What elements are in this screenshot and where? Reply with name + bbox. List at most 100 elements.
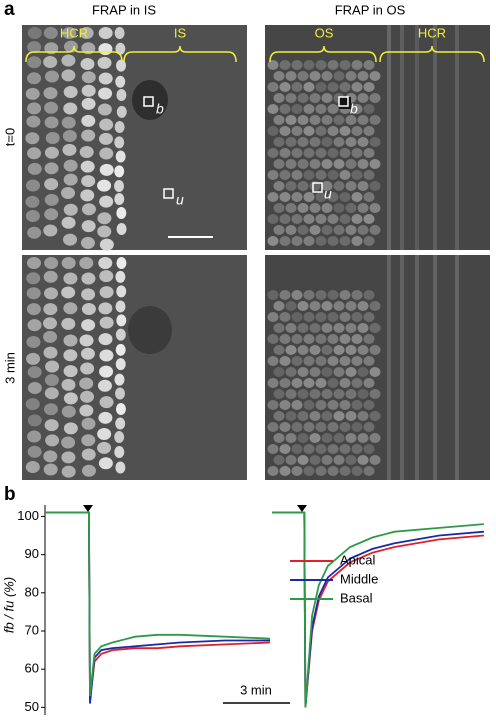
cell [116, 257, 127, 269]
cell [345, 203, 357, 213]
cell [345, 367, 357, 377]
cell [116, 206, 127, 219]
cell [345, 323, 357, 333]
cell [45, 131, 60, 144]
cell [80, 236, 95, 249]
bleach-marker [83, 505, 93, 512]
cell [267, 334, 279, 344]
cell [62, 143, 77, 156]
cell [351, 148, 363, 158]
cell [333, 71, 345, 81]
cell [357, 345, 369, 355]
bleach-spot [128, 306, 172, 354]
cell [273, 345, 285, 355]
cell [80, 390, 95, 403]
cell [297, 181, 309, 191]
cell [291, 466, 303, 476]
cell [297, 115, 309, 125]
cell [43, 403, 58, 416]
cell [291, 290, 303, 300]
cell [303, 290, 315, 300]
cell [279, 466, 291, 476]
cell [45, 434, 60, 447]
cell [327, 192, 339, 202]
cell [333, 455, 345, 465]
cell [267, 148, 279, 158]
cell [44, 287, 59, 300]
cell [363, 126, 375, 136]
cell [279, 312, 291, 322]
cell [61, 286, 76, 299]
cell [99, 195, 114, 208]
cell [363, 148, 375, 158]
cell [279, 444, 291, 454]
cell [309, 345, 321, 355]
cell [273, 137, 285, 147]
cell [369, 345, 381, 355]
cell [61, 257, 76, 269]
cell [345, 433, 357, 443]
cell [291, 312, 303, 322]
cell [81, 175, 96, 188]
cell [327, 444, 339, 454]
cell [339, 444, 351, 454]
cell [285, 411, 297, 421]
cell [27, 162, 42, 175]
cell [285, 225, 297, 235]
cell [44, 178, 59, 191]
cell [26, 115, 41, 128]
cell [63, 422, 78, 435]
cell [61, 378, 76, 391]
cell [97, 212, 112, 225]
cell [315, 104, 327, 114]
cell [303, 400, 315, 410]
cell [303, 444, 315, 454]
cell [303, 466, 315, 476]
cell [363, 334, 375, 344]
cell [273, 71, 285, 81]
cell [351, 466, 363, 476]
cell [99, 286, 114, 299]
cell [44, 387, 59, 400]
y-axis-label: fb / fu (%) [1, 577, 16, 633]
cell [327, 60, 339, 70]
cell [81, 71, 96, 84]
cell [369, 181, 381, 191]
cell [267, 214, 279, 224]
cell [80, 347, 95, 360]
cell [116, 285, 127, 298]
cell [357, 411, 369, 421]
cell [339, 148, 351, 158]
cell [63, 159, 78, 172]
cell [333, 203, 345, 213]
cell [309, 389, 321, 399]
cell [27, 430, 42, 443]
cell [333, 411, 345, 421]
cell [116, 314, 127, 327]
cell [98, 257, 113, 269]
cell [115, 270, 126, 283]
cell [63, 272, 78, 285]
cell [363, 444, 375, 454]
cell [321, 301, 333, 311]
y-tick-label: 90 [25, 546, 39, 561]
cell [321, 433, 333, 443]
cell [291, 192, 303, 202]
cell [27, 56, 42, 69]
cell [327, 356, 339, 366]
cell [363, 356, 375, 366]
cell [98, 87, 113, 100]
cell [315, 356, 327, 366]
cell [63, 302, 78, 315]
cell [369, 71, 381, 81]
row-label: 3 min [2, 352, 17, 384]
cell [351, 290, 363, 300]
cell [63, 86, 78, 99]
cell [369, 433, 381, 443]
cell [333, 159, 345, 169]
cell [81, 129, 96, 142]
cell [285, 203, 297, 213]
cell [43, 303, 58, 316]
cell [45, 360, 60, 373]
